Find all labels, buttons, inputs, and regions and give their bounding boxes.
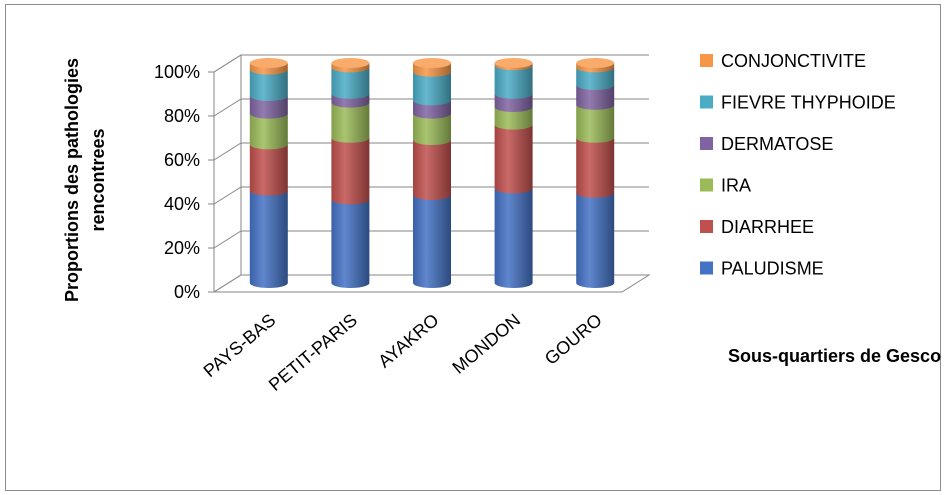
chart-frame: 0% 20% 40% 60% 80% 100% PAYS-BAS PETIT-PARIS AY…	[5, 4, 941, 491]
legend-swatch	[700, 220, 713, 233]
bar-segment	[331, 199, 370, 288]
x-axis-title: Sous-quartiers de Gesco	[728, 346, 941, 366]
bar-segment	[576, 192, 615, 288]
y-axis-title-line-2: rencontrees	[88, 128, 108, 231]
bar-segment	[576, 85, 615, 110]
legend-label: DIARRHEE	[721, 217, 814, 237]
bar-top	[494, 58, 533, 68]
legend-label: IRA	[721, 176, 751, 196]
y-tick-label: 100%	[154, 62, 200, 82]
bars	[249, 58, 615, 288]
legend-label: DERMATOSE	[721, 134, 833, 154]
bar-segment	[249, 96, 288, 119]
y-tick-label: 40%	[164, 194, 200, 214]
x-tick-label: AYAKRO	[374, 310, 442, 372]
y-tick-label: 20%	[164, 238, 200, 258]
legend-label: FIEVRE THYPHOIDE	[721, 93, 896, 113]
bar-top	[331, 58, 370, 68]
bar-segment	[494, 93, 533, 112]
bar-segment	[249, 113, 288, 150]
bar-segment	[494, 65, 533, 99]
legend-swatch	[700, 178, 713, 192]
legend-swatch	[700, 261, 713, 275]
bar-segment	[331, 102, 370, 143]
y-axis-title-line-1: Proportions des pathologies	[62, 58, 82, 302]
bar-stack	[494, 58, 533, 288]
y-tick-label: 0%	[174, 282, 200, 302]
bar-segment	[413, 140, 451, 200]
x-tick-label: MONDON	[448, 310, 524, 378]
x-tick-label: PAYS-BAS	[200, 310, 280, 381]
x-tick-label: GOURO	[541, 310, 606, 369]
bar-stack	[413, 58, 451, 288]
bar-top	[576, 58, 615, 68]
bar-segment	[249, 144, 288, 196]
legend: CONJONCTIVITE FIEVRE THYPHOIDE DERMATOSE IR…	[700, 51, 896, 279]
bar-segment	[494, 188, 533, 288]
legend-swatch	[700, 54, 713, 67]
legend-label: CONJONCTIVITE	[721, 51, 866, 71]
bar-segment	[576, 137, 615, 198]
bar-segment	[331, 67, 370, 99]
bar-stack	[576, 58, 615, 288]
bar-segment	[249, 190, 288, 288]
bar-segment	[413, 195, 451, 288]
legend-swatch	[700, 95, 713, 109]
x-tick-label: PETIT-PARIS	[265, 310, 361, 395]
bar-stack	[331, 58, 370, 288]
y-tick-label: 60%	[164, 150, 200, 170]
bar-segment	[576, 67, 615, 90]
bar-segment	[249, 69, 288, 101]
bar-top	[249, 58, 288, 68]
bar-segment	[494, 124, 533, 194]
legend-swatch	[700, 137, 713, 150]
bar-segment	[576, 104, 615, 143]
bar-top	[413, 58, 451, 68]
y-tick-labels: 0% 20% 40% 60% 80% 100%	[154, 62, 200, 302]
bar-segment	[331, 137, 370, 205]
bar-segment	[413, 71, 451, 106]
y-tick-label: 80%	[164, 106, 200, 126]
legend-label: PALUDISME	[721, 259, 824, 279]
bar-segment	[413, 113, 451, 145]
bar-segment	[413, 100, 451, 119]
gridline	[213, 54, 649, 73]
bar-stack	[249, 58, 288, 288]
bar-segment	[494, 107, 533, 130]
